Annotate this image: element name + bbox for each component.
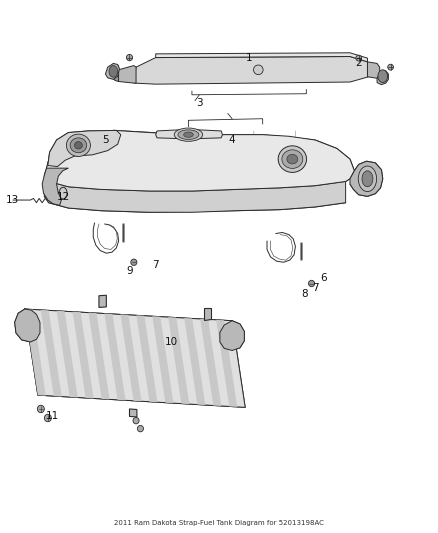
Ellipse shape xyxy=(109,66,118,77)
Polygon shape xyxy=(44,175,346,212)
Polygon shape xyxy=(130,409,137,417)
Ellipse shape xyxy=(44,414,51,422)
Polygon shape xyxy=(73,312,94,399)
Polygon shape xyxy=(367,62,380,78)
Ellipse shape xyxy=(282,150,303,168)
Ellipse shape xyxy=(127,54,133,61)
Polygon shape xyxy=(25,309,245,407)
Polygon shape xyxy=(105,313,126,400)
Polygon shape xyxy=(350,161,383,196)
Polygon shape xyxy=(57,311,78,398)
Polygon shape xyxy=(204,308,211,320)
Ellipse shape xyxy=(388,64,393,70)
Polygon shape xyxy=(111,66,119,82)
Ellipse shape xyxy=(74,142,82,149)
Text: 3: 3 xyxy=(196,98,203,108)
Polygon shape xyxy=(42,168,68,205)
Polygon shape xyxy=(152,316,173,403)
Polygon shape xyxy=(155,130,223,139)
Text: 11: 11 xyxy=(46,411,59,422)
Text: 5: 5 xyxy=(102,135,109,145)
Text: 12: 12 xyxy=(57,192,70,203)
Ellipse shape xyxy=(59,187,67,199)
Ellipse shape xyxy=(138,425,144,432)
Polygon shape xyxy=(106,63,120,79)
Polygon shape xyxy=(99,295,106,308)
Text: 6: 6 xyxy=(321,273,327,283)
Polygon shape xyxy=(220,321,244,351)
Ellipse shape xyxy=(70,138,87,153)
Polygon shape xyxy=(14,309,40,342)
Polygon shape xyxy=(216,320,237,407)
Ellipse shape xyxy=(133,417,139,424)
Text: 8: 8 xyxy=(301,289,307,299)
Ellipse shape xyxy=(37,405,44,413)
Polygon shape xyxy=(184,318,205,405)
Ellipse shape xyxy=(308,280,314,287)
Polygon shape xyxy=(44,131,354,191)
Text: 1: 1 xyxy=(246,53,253,63)
Text: 7: 7 xyxy=(152,260,159,270)
Ellipse shape xyxy=(174,128,203,141)
Text: 13: 13 xyxy=(6,195,20,205)
Text: 7: 7 xyxy=(312,283,318,293)
Ellipse shape xyxy=(358,166,377,191)
Text: 2: 2 xyxy=(355,58,362,68)
Polygon shape xyxy=(134,56,369,84)
Ellipse shape xyxy=(67,134,90,157)
Polygon shape xyxy=(120,314,141,401)
Polygon shape xyxy=(136,316,157,402)
Ellipse shape xyxy=(254,65,263,75)
Text: 4: 4 xyxy=(229,135,235,145)
Ellipse shape xyxy=(278,146,307,172)
Polygon shape xyxy=(25,309,46,395)
Text: 9: 9 xyxy=(126,266,133,276)
Polygon shape xyxy=(377,71,389,85)
Ellipse shape xyxy=(356,55,361,61)
Ellipse shape xyxy=(287,155,298,164)
Polygon shape xyxy=(41,310,62,397)
Text: 2011 Ram Dakota Strap-Fuel Tank Diagram for 52013198AC: 2011 Ram Dakota Strap-Fuel Tank Diagram … xyxy=(114,520,324,526)
Polygon shape xyxy=(88,313,110,399)
Ellipse shape xyxy=(184,132,193,138)
Ellipse shape xyxy=(178,130,199,140)
Polygon shape xyxy=(155,53,367,62)
Ellipse shape xyxy=(131,259,137,265)
Polygon shape xyxy=(48,131,121,166)
Ellipse shape xyxy=(378,70,388,83)
Polygon shape xyxy=(117,66,136,83)
Polygon shape xyxy=(200,319,221,406)
Text: 10: 10 xyxy=(164,337,177,347)
Ellipse shape xyxy=(362,171,373,187)
Polygon shape xyxy=(168,317,189,404)
